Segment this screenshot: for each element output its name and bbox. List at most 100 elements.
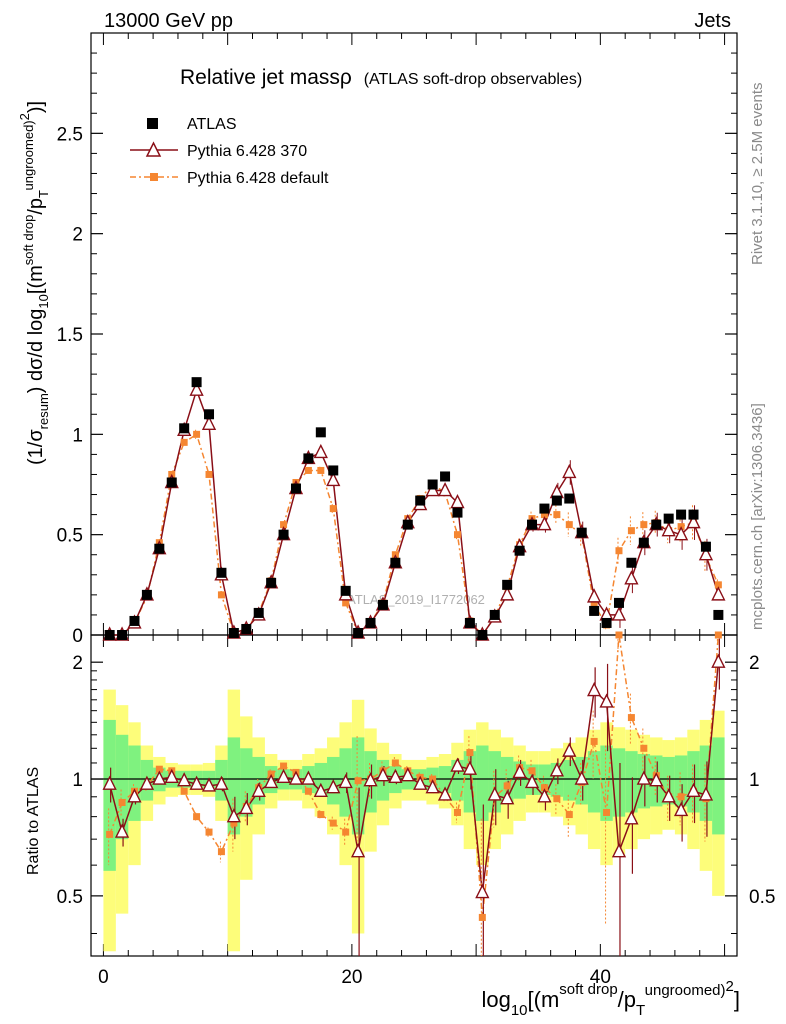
- atlas-point: [266, 577, 277, 588]
- pythia370-point: [698, 546, 714, 561]
- atlas-point: [328, 465, 339, 476]
- ratio-pythia370-point: [587, 682, 602, 697]
- ratio-default-point: [106, 830, 114, 838]
- ratio-y-tick-label: 1: [72, 770, 83, 791]
- atlas-point: [638, 537, 649, 548]
- ratio-pythia370-point: [301, 770, 316, 785]
- legend-default-label: Pythia 6.428 default: [187, 170, 329, 187]
- legend: ATLAS Pythia 6.428 370 Pythia 6.428 defa…: [130, 116, 329, 187]
- atlas-point: [663, 513, 674, 524]
- ratio-default-point: [590, 737, 598, 745]
- ratio-band-inner: [587, 751, 601, 813]
- default-point: [304, 466, 312, 474]
- atlas-point: [464, 617, 475, 628]
- ratio-band-inner: [240, 748, 253, 817]
- ratio-pythia370-point: [686, 782, 701, 797]
- atlas-point: [228, 627, 239, 638]
- atlas-point: [564, 493, 575, 504]
- ratio-pythia370-point: [338, 773, 353, 789]
- ratio-pythia370-point: [214, 775, 229, 790]
- default-point: [540, 511, 548, 519]
- header-process-label: Jets: [694, 10, 731, 32]
- ratio-pythia370-point: [636, 770, 651, 785]
- atlas-point: [477, 630, 488, 640]
- ratio-default-point: [478, 913, 486, 921]
- atlas-point: [651, 519, 662, 530]
- atlas-point: [315, 427, 326, 438]
- mcplots-label: mcplots.cern.ch [arXiv:1306.3436]: [749, 403, 766, 630]
- atlas-point: [700, 541, 711, 552]
- ratio-default-point: [540, 784, 548, 792]
- ratio-pythia370-point: [562, 742, 577, 757]
- default-point: [714, 581, 722, 589]
- ratio-pythia370-point: [400, 767, 415, 782]
- atlas-point: [390, 557, 401, 568]
- ratio-default-point: [342, 828, 350, 836]
- ratio-pythia370-point: [363, 772, 378, 787]
- ratio-band-inner: [625, 751, 638, 813]
- atlas-point: [191, 377, 202, 388]
- atlas-point: [440, 471, 451, 482]
- ratio-pythia370-point: [164, 768, 179, 784]
- ratio-default-point: [155, 765, 163, 773]
- ratio-pythia370-point: [649, 772, 664, 787]
- atlas-point: [452, 507, 463, 518]
- ratio-pythia370-point: [673, 801, 689, 817]
- ratio-default-point: [180, 787, 188, 795]
- ratio-pythia370-point: [239, 799, 254, 815]
- ratio-default-point: [565, 811, 573, 819]
- atlas-point: [303, 453, 314, 464]
- atlas-point: [278, 529, 289, 540]
- default-point: [453, 531, 461, 539]
- atlas-point: [290, 483, 301, 494]
- ratio-pythia370-point: [537, 788, 552, 803]
- ratio-default-point: [193, 813, 201, 821]
- atlas-point: [502, 579, 513, 590]
- default-point: [217, 591, 225, 599]
- ratio-pythia370-point: [375, 767, 391, 782]
- ratio-y-tick-label: 0.5: [57, 887, 83, 908]
- ratio-pythia370-point: [524, 773, 540, 789]
- default-point: [342, 599, 350, 607]
- ratio-pythia370-point: [462, 760, 478, 775]
- pythia370-point: [587, 588, 602, 603]
- ratio-pythia370-point: [313, 782, 328, 797]
- atlas-point: [688, 509, 699, 520]
- ratio-band-inner: [563, 759, 576, 801]
- atlas-point: [129, 615, 140, 626]
- main-y-tick-label: 0.5: [57, 526, 83, 547]
- ratio-pythia370-point: [276, 768, 291, 784]
- default-point: [640, 521, 648, 529]
- atlas-point: [427, 479, 438, 490]
- atlas-point: [141, 589, 152, 600]
- default-point: [329, 505, 337, 513]
- ratio-pythia370-point: [226, 808, 241, 823]
- ratio-pythia370-point: [698, 786, 714, 801]
- ratio-default-point: [205, 828, 213, 836]
- atlas-point: [154, 543, 165, 554]
- default-point: [627, 527, 635, 535]
- default-point: [180, 438, 188, 446]
- atlas-point: [204, 409, 215, 420]
- pythia370-point: [661, 522, 676, 537]
- default-point: [553, 511, 561, 519]
- default-point: [565, 521, 573, 529]
- ratio-band-inner: [600, 745, 613, 821]
- main-y-tick-label: 2.5: [57, 124, 83, 145]
- pythia370-point: [711, 586, 726, 601]
- ratio-pythia370-point: [288, 770, 304, 785]
- ratio-pythia370-point: [127, 788, 142, 803]
- ratio-y-tick-label-right: 1: [749, 770, 760, 791]
- ratio-band-inner: [476, 745, 489, 821]
- atlas-point: [601, 617, 612, 628]
- ratio-pythia370-point: [425, 779, 440, 794]
- pythia370-point: [624, 570, 639, 585]
- ratio-pythia370-point: [599, 693, 614, 708]
- analysis-watermark: ATLAS_2019_I1772062: [347, 592, 485, 607]
- ratio-default-point: [329, 819, 337, 827]
- atlas-point: [179, 423, 190, 434]
- x-tick-label: 20: [341, 967, 362, 988]
- ratio-pythia370-point: [624, 810, 639, 825]
- ratio-pythia370-point: [500, 790, 515, 805]
- ratio-pythia370-point: [450, 757, 465, 772]
